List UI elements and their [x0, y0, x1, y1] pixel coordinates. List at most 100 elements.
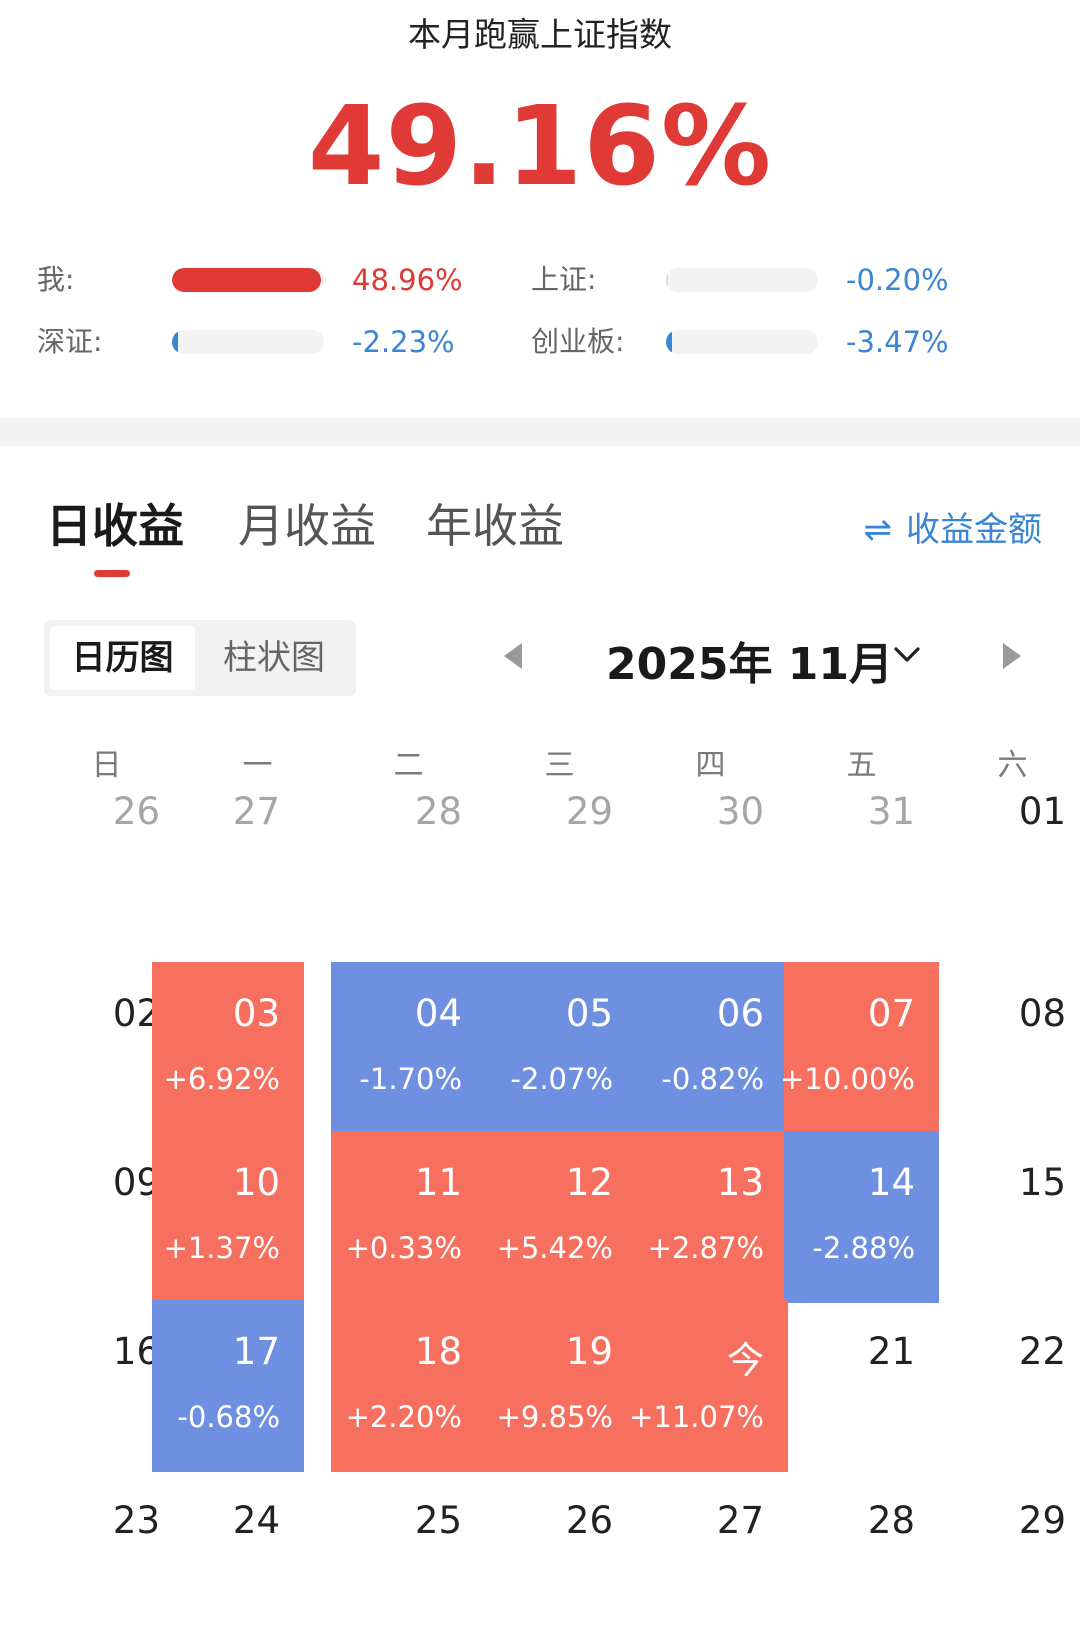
comparison-bar-fill — [172, 268, 321, 292]
day-return-value: +2.87% — [647, 1231, 764, 1265]
day-number: 今 — [727, 1339, 764, 1382]
comparison-value: 48.96% — [352, 263, 463, 297]
day-return-value: -2.88% — [812, 1231, 915, 1265]
summary-title: 本月跑赢上证指数 — [408, 15, 672, 54]
weekday-label: 三 — [544, 748, 575, 783]
day-return-value: +5.42% — [496, 1231, 613, 1265]
tab-monthly-return[interactable]: 月收益 — [238, 499, 376, 553]
tab-yearly-return[interactable]: 年收益 — [426, 499, 564, 553]
day-number: 12 — [565, 1161, 613, 1204]
weekday-label: 五 — [846, 748, 877, 783]
calendar-day-cell[interactable]: 29 — [482, 760, 637, 932]
calendar-day-cell[interactable]: 29 — [935, 1469, 1080, 1641]
day-number: 22 — [1018, 1330, 1066, 1373]
calendar-day-cell[interactable]: 15 — [935, 1131, 1080, 1303]
day-number: 11 — [414, 1161, 462, 1204]
calendar-day-cell[interactable]: 08 — [935, 962, 1080, 1134]
section-divider — [0, 418, 1080, 446]
calendar-day-cell[interactable]: 今 +11.07% — [629, 1300, 788, 1472]
calendar-day-cell[interactable]: 28 — [784, 1469, 939, 1641]
day-return-value: +6.92% — [163, 1062, 280, 1096]
day-number: 29 — [565, 790, 613, 833]
calendar-day-cell[interactable]: 19 +9.85% — [482, 1300, 637, 1472]
active-tab-indicator — [94, 570, 130, 577]
comparison-bar — [172, 268, 324, 292]
day-number: 27 — [232, 790, 280, 833]
calendar-day-cell[interactable]: 17 -0.68% — [152, 1300, 304, 1472]
day-return-value: +10.00% — [780, 1062, 915, 1096]
comparison-label: 我: — [37, 263, 75, 296]
calendar-day-cell[interactable]: 03 +6.92% — [152, 962, 304, 1134]
calendar-day-cell[interactable]: 26 — [29, 760, 184, 932]
calendar-view-button[interactable]: 日历图 — [50, 626, 195, 690]
outperform-value: 49.16% — [307, 82, 773, 210]
day-number: 25 — [414, 1499, 462, 1542]
calendar-day-cell[interactable]: 13 +2.87% — [633, 1131, 788, 1303]
day-number: 07 — [867, 992, 915, 1035]
weekday-label: 六 — [997, 748, 1028, 783]
calendar-day-cell[interactable]: 31 — [784, 760, 939, 932]
calendar-day-cell[interactable]: 14 -2.88% — [784, 1131, 939, 1303]
comparison-label: 创业板: — [531, 325, 625, 358]
comparison-label: 上证: — [531, 263, 597, 296]
calendar-day-cell[interactable]: 28 — [331, 760, 486, 932]
amount-toggle-label: 收益金额 — [906, 510, 1042, 550]
calendar-day-cell[interactable]: 10 +1.37% — [152, 1131, 304, 1303]
weekday-label: 二 — [393, 748, 424, 783]
calendar-day-cell[interactable]: 21 — [784, 1300, 939, 1472]
day-number: 28 — [414, 790, 462, 833]
summary-panel: 本月跑赢上证指数 49.16% 我: 48.96% 上证: -0.20% 深证:… — [0, 0, 1080, 418]
calendar-day-cell[interactable]: 01 — [935, 760, 1080, 932]
calendar-day-cell[interactable]: 30 — [633, 760, 788, 932]
calendar-day-cell[interactable]: 27 — [152, 760, 304, 932]
calendar-day-cell[interactable]: 07 +10.00% — [780, 962, 939, 1134]
day-number: 23 — [112, 1499, 160, 1542]
day-return-value: +1.37% — [163, 1231, 280, 1265]
chevron-down-icon[interactable] — [894, 641, 920, 667]
day-return-value: -1.70% — [359, 1062, 462, 1096]
day-number: 26 — [565, 1499, 613, 1542]
weekday-label: 四 — [695, 748, 726, 783]
tab-daily-return[interactable]: 日收益 — [46, 499, 184, 553]
bar-view-button[interactable]: 柱状图 — [223, 638, 325, 678]
calendar-day-cell[interactable]: 12 +5.42% — [482, 1131, 637, 1303]
day-number: 08 — [1018, 992, 1066, 1035]
day-number: 04 — [414, 992, 462, 1035]
comparison-bar — [172, 330, 324, 354]
calendar-day-cell[interactable]: 04 -1.70% — [331, 962, 486, 1134]
day-number: 19 — [565, 1330, 613, 1373]
comparison-label: 深证: — [37, 325, 103, 358]
calendar-day-cell[interactable]: 24 — [152, 1469, 304, 1641]
calendar-day-cell[interactable]: 18 +2.20% — [331, 1300, 486, 1472]
next-month-icon[interactable] — [1003, 643, 1021, 669]
calendar-day-cell[interactable]: 25 — [331, 1469, 486, 1641]
comparison-bar-fill — [666, 330, 672, 354]
calendar-day-cell[interactable]: 27 — [633, 1469, 788, 1641]
weekday-label: 一 — [242, 748, 273, 783]
day-return-value: +9.85% — [496, 1400, 613, 1434]
comparison-bar-fill — [666, 268, 668, 292]
calendar-day-cell[interactable]: 26 — [482, 1469, 637, 1641]
comparison-bar-fill — [172, 330, 178, 354]
day-return-value: +2.20% — [345, 1400, 462, 1434]
comparison-bar — [666, 268, 818, 292]
comparison-bar — [666, 330, 818, 354]
day-number: 26 — [112, 790, 160, 833]
day-number: 24 — [232, 1499, 280, 1542]
amount-toggle-button[interactable]: ⇌ 收益金额 — [864, 502, 1043, 551]
month-title[interactable]: 2025年 11月 — [606, 639, 894, 690]
calendar-day-cell[interactable]: 22 — [935, 1300, 1080, 1472]
day-number: 21 — [867, 1330, 915, 1373]
prev-month-icon[interactable] — [504, 643, 522, 669]
day-number: 29 — [1018, 1499, 1066, 1542]
day-number: 05 — [565, 992, 613, 1035]
day-number: 27 — [716, 1499, 764, 1542]
calendar-day-cell[interactable]: 05 -2.07% — [482, 962, 637, 1134]
day-number: 13 — [716, 1161, 764, 1204]
calendar-day-cell[interactable]: 11 +0.33% — [331, 1131, 486, 1303]
comparison-value: -3.47% — [846, 325, 949, 359]
calendar-day-cell[interactable]: 23 — [29, 1469, 184, 1641]
comparison-value: -2.23% — [352, 325, 455, 359]
calendar-day-cell[interactable]: 06 -0.82% — [633, 962, 788, 1134]
day-number: 28 — [867, 1499, 915, 1542]
